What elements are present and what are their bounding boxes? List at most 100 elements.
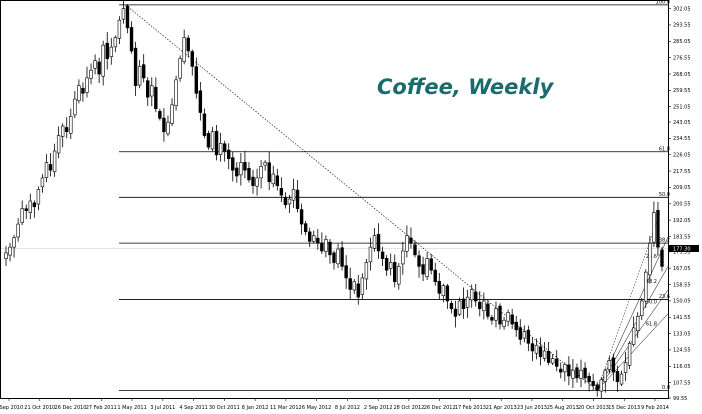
- candle-body: [510, 314, 514, 325]
- candle-body: [595, 384, 599, 391]
- candle-body: [482, 300, 486, 312]
- candle-body: [158, 111, 162, 119]
- candle-body: [425, 258, 429, 277]
- candle-body: [279, 188, 284, 196]
- chart-frame: [0, 0, 669, 399]
- y-tick-label: 285.05: [673, 39, 691, 45]
- candle-body: [150, 85, 154, 97]
- x-tick-label: 26 Dec 2012: [424, 405, 456, 411]
- candle-body: [474, 291, 478, 302]
- candle-body: [243, 161, 247, 171]
- fib-level-label: 50.0: [659, 192, 670, 198]
- candle-body: [210, 131, 215, 150]
- x-tick-label: 27 Feb 2011: [86, 405, 117, 411]
- x-tick-label: 2 Sep 2012: [364, 405, 393, 411]
- candle-body: [109, 46, 113, 57]
- candle-body: [627, 342, 632, 366]
- candle-body: [36, 189, 41, 205]
- candle-body: [648, 242, 652, 276]
- candle-body: [538, 346, 543, 358]
- x-tick-label: 21 Apr 2013: [486, 405, 517, 411]
- candle-body: [494, 308, 498, 321]
- candle-body: [214, 130, 219, 156]
- candle-body: [77, 85, 81, 101]
- candle-body: [69, 116, 73, 134]
- x-tick-label: 11 Mar 2012: [270, 405, 302, 411]
- candle-body: [340, 247, 344, 267]
- candle-body: [332, 252, 336, 263]
- candle-body: [619, 373, 624, 385]
- candle-body: [308, 231, 312, 242]
- y-tick-label: 302.05: [673, 6, 691, 12]
- y-tick-label: 226.05: [673, 153, 691, 159]
- candle-body: [352, 281, 356, 291]
- candle-body: [85, 77, 89, 93]
- x-tick-label: 1 Sep 2010: [0, 405, 23, 411]
- candle-body: [348, 278, 352, 290]
- candle-body: [571, 369, 575, 379]
- candle-body: [498, 305, 502, 325]
- candle-body: [20, 208, 24, 223]
- candle-body: [644, 271, 648, 302]
- candle-body: [388, 262, 393, 269]
- candle-body: [401, 250, 405, 265]
- candle-body: [502, 319, 506, 327]
- candle-body: [60, 125, 65, 137]
- candle-body: [522, 331, 527, 339]
- y-tick-label: 192.05: [673, 218, 691, 224]
- candle-body: [295, 189, 300, 209]
- y-tick-label: 116.05: [673, 364, 691, 370]
- candle-body: [372, 235, 377, 249]
- candle-body: [48, 164, 53, 171]
- candle-body: [287, 198, 292, 205]
- candle-body: [56, 135, 61, 154]
- candle-body: [117, 19, 122, 39]
- candle-body: [303, 223, 308, 233]
- y-tick-label: 183.55: [673, 234, 691, 240]
- x-tick-label: 30 Oct 2011: [209, 405, 240, 411]
- candle-body: [162, 117, 166, 133]
- x-tick-label: 8 Jul 2012: [335, 405, 360, 411]
- x-tick-label: 6 May 2012: [302, 405, 331, 411]
- candle-body: [563, 364, 567, 373]
- y-tick-label: 259.55: [673, 88, 691, 94]
- candle-body: [555, 358, 559, 367]
- candle-body: [413, 244, 417, 256]
- candle-body: [591, 381, 595, 386]
- fan-level-label: 38.2: [646, 279, 657, 285]
- y-tick-label: 276.55: [673, 55, 691, 61]
- candle-body: [356, 283, 360, 298]
- y-tick-label: 124.55: [673, 348, 691, 354]
- candle-body: [437, 280, 441, 294]
- candle-body: [129, 27, 134, 52]
- candle-body: [89, 69, 93, 79]
- y-tick-label: 158.55: [673, 282, 691, 288]
- candle-body: [324, 239, 328, 252]
- candle-body: [397, 266, 401, 285]
- candle-body: [259, 166, 263, 179]
- candle-body: [320, 242, 324, 252]
- candle-body: [445, 285, 450, 302]
- candle-body: [174, 79, 178, 106]
- candle-body: [239, 162, 243, 176]
- candle-body: [453, 308, 458, 317]
- candle-body: [231, 157, 235, 171]
- x-tick-label: 21 Oct 2010: [24, 405, 55, 411]
- candle-body: [178, 58, 182, 79]
- candle-body: [457, 300, 462, 315]
- candle-body: [190, 51, 194, 67]
- candle-body: [81, 87, 85, 94]
- candle-body: [534, 344, 539, 354]
- candle-body: [133, 47, 138, 86]
- candle-body: [506, 312, 510, 322]
- candle-body: [170, 104, 174, 124]
- candle-body: [368, 246, 373, 263]
- fan-line: [597, 313, 669, 391]
- candle-body: [222, 143, 227, 152]
- candle-body: [291, 189, 296, 201]
- candle-body: [202, 113, 207, 136]
- candle-body: [417, 255, 421, 267]
- candle-body: [28, 200, 32, 213]
- current-price-marker: [669, 244, 699, 252]
- candle-body: [12, 237, 16, 248]
